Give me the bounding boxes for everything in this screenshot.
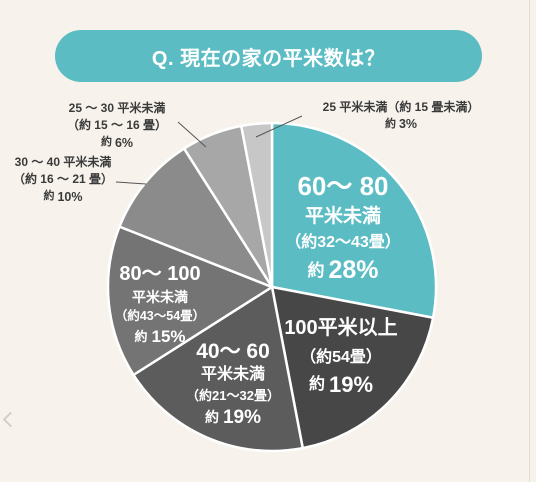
slice-percent: 6% [114, 135, 134, 150]
slice-label-25-30: 25 〜 30 平米未満 （約 15 〜 16 畳） 約 6% [56, 99, 178, 152]
slice-range-label: 30 〜 40 平米未満 [14, 154, 112, 169]
approx-prefix: 約 [384, 117, 396, 130]
slice-percent-line: 約 6% [56, 134, 178, 152]
slice-percent: 10% [57, 189, 83, 204]
slice-label-25-under: 25 平米未満（約 15 畳未満） 約 3% [311, 98, 491, 133]
slice-percent: 19% [328, 372, 374, 397]
slice-range-label: 100平米以上 [284, 317, 398, 339]
slice-range-label: 80〜 100 [119, 263, 201, 285]
slice-tatami-label: （約32〜43畳） [285, 233, 401, 251]
slice-unit-label: 平米未満 [200, 366, 265, 383]
leader-line-25-30 [177, 121, 207, 148]
question-banner: Q. 現在の家の平米数は？ [55, 30, 482, 82]
slice-percent: 3% [398, 117, 418, 131]
pie-slice-2 [270, 285, 435, 450]
slice-range-label: 60〜 80 [297, 171, 389, 201]
pie-slice-3 [132, 285, 304, 453]
approx-prefix: 約 [134, 328, 148, 344]
slice-percent-line: 約 28% [268, 255, 418, 285]
slice-percent: 28% [328, 255, 379, 284]
slice-label-40-60: 40〜 60 平米未満 （約21〜32畳） 約 19% [173, 338, 293, 429]
slice-percent-line: 約 19% [173, 405, 293, 429]
pie-slice-1 [270, 121, 438, 319]
slice-tatami-label: （約54畳） [300, 349, 382, 366]
approx-prefix: 約 [308, 376, 325, 393]
slice-unit-label: 平米未満 [304, 205, 381, 227]
pie-slice-7 [240, 121, 274, 289]
pie-slice-4 [106, 225, 274, 377]
slice-label-100-over: 100平米以上 （約54畳） 約 19% [266, 311, 416, 399]
slice-label-60-80: 60〜 80 平米未満 （約32〜43畳） 約 28% [268, 170, 418, 285]
slice-tatami-label: （約 16 〜 21 畳） [12, 172, 114, 187]
leader-line-30-40 [115, 181, 147, 185]
pie-slice-5 [118, 147, 274, 289]
approx-prefix: 約 [307, 260, 325, 280]
leader-line-25-under [255, 115, 303, 138]
slice-percent-line: 約 10% [2, 188, 124, 206]
chart-title: Q. 現在の家の平米数は？ [151, 47, 386, 70]
slice-tatami-label: （約43〜54畳） [114, 308, 206, 323]
slice-tatami-label: （約21〜32畳） [186, 388, 280, 403]
slice-range-label: 40〜 60 [196, 339, 270, 363]
approx-prefix: 約 [100, 136, 112, 149]
approx-prefix: 約 [43, 190, 55, 203]
slice-percent: 15% [151, 326, 186, 346]
slice-label-30-40: 30 〜 40 平米未満 （約 16 〜 21 畳） 約 10% [2, 153, 124, 206]
slice-range-label: 25 平米未満（約 15 畳未満） [322, 99, 480, 114]
frame-edge-divider [529, 0, 530, 482]
slice-percent-line: 約 15% [100, 325, 220, 347]
slice-percent-line: 約 3% [311, 116, 491, 134]
slice-tatami-label: （約 15 〜 16 畳） [66, 118, 168, 133]
slice-label-80-100: 80〜 100 平米未満 （約43〜54畳） 約 15% [100, 262, 220, 347]
slice-unit-label: 平米未満 [132, 288, 188, 305]
approx-prefix: 約 [204, 409, 219, 425]
slice-range-label: 25 〜 30 平米未満 [68, 100, 166, 115]
slice-percent: 19% [222, 406, 262, 428]
pie-slices [106, 121, 438, 453]
leader-lines [115, 115, 303, 185]
slice-percent-line: 約 19% [266, 371, 416, 399]
